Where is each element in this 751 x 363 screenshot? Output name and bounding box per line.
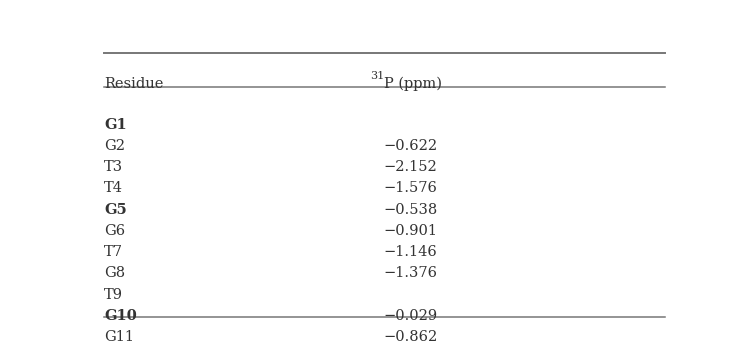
Text: −0.901: −0.901 <box>384 224 438 238</box>
Text: −1.376: −1.376 <box>384 266 438 280</box>
Text: −2.152: −2.152 <box>384 160 438 174</box>
Text: −1.576: −1.576 <box>384 182 438 195</box>
Text: G5: G5 <box>104 203 127 217</box>
Text: G8: G8 <box>104 266 125 280</box>
Text: −0.029: −0.029 <box>384 309 438 323</box>
Text: T3: T3 <box>104 160 123 174</box>
Text: P (ppm): P (ppm) <box>384 77 442 91</box>
Text: −0.622: −0.622 <box>384 139 438 153</box>
Text: 31: 31 <box>369 71 384 81</box>
Text: G2: G2 <box>104 139 125 153</box>
Text: −0.538: −0.538 <box>384 203 438 217</box>
Text: G1: G1 <box>104 118 127 132</box>
Text: T9: T9 <box>104 287 123 302</box>
Text: Residue: Residue <box>104 77 164 91</box>
Text: −0.862: −0.862 <box>384 330 438 344</box>
Text: G10: G10 <box>104 309 137 323</box>
Text: G11: G11 <box>104 330 134 344</box>
Text: T7: T7 <box>104 245 123 259</box>
Text: T4: T4 <box>104 182 123 195</box>
Text: −1.146: −1.146 <box>384 245 438 259</box>
Text: G6: G6 <box>104 224 125 238</box>
